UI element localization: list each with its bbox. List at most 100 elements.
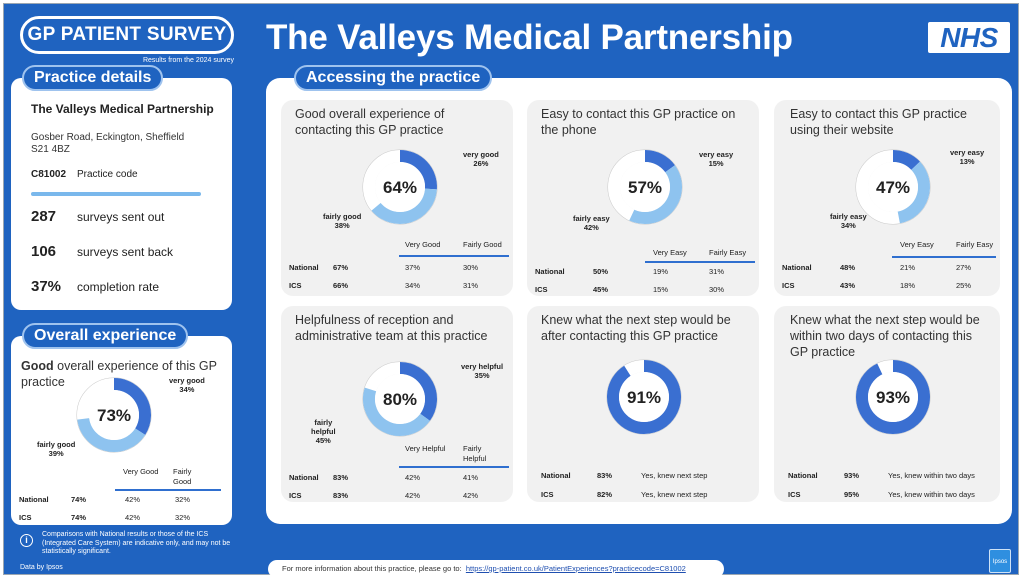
donut-percentage: 73% xyxy=(96,406,132,425)
donut-segment-fairly xyxy=(77,417,146,452)
header-underline xyxy=(645,261,755,263)
annotation-top: very easy 15% xyxy=(699,150,733,168)
header-underline xyxy=(399,466,509,468)
annotation-value: 34% xyxy=(179,385,195,394)
access-card: Helpfulness of reception and administrat… xyxy=(281,306,513,502)
donut-center xyxy=(868,162,918,212)
section-label-overall-experience: Overall experience xyxy=(22,323,189,349)
donut-segment-fairly xyxy=(629,165,682,224)
donut-segment-fairly xyxy=(897,161,930,224)
column-header: Fairly Good xyxy=(173,467,192,486)
row-value: 25% xyxy=(956,281,972,290)
annotation-bottom: fairly easy 42% xyxy=(573,214,610,232)
donut-center xyxy=(375,162,425,212)
row-total: 43% xyxy=(840,281,856,290)
donut-segment-fairly xyxy=(371,188,437,224)
row-value: 30% xyxy=(709,285,725,294)
row-value: 15% xyxy=(653,285,669,294)
practice-code: C81002 xyxy=(31,169,67,180)
row-total: 83% xyxy=(333,473,349,482)
donut-percentage: 93% xyxy=(875,388,911,407)
annotation-value: 35% xyxy=(474,371,490,380)
row-label: National xyxy=(535,267,565,276)
row-total: 83% xyxy=(333,491,349,500)
column-header: Very Good xyxy=(405,240,441,249)
card-title: Easy to contact this GP practice on the … xyxy=(541,107,736,137)
annotation-value: 15% xyxy=(708,159,724,168)
column-header: Fairly Easy xyxy=(709,248,747,257)
report-page: GP PATIENT SURVEY Results from the 2024 … xyxy=(3,3,1019,578)
row-value: 42% xyxy=(405,473,421,482)
row-label: National xyxy=(289,473,319,482)
donut-segment xyxy=(607,360,681,434)
stat-number: 287 xyxy=(31,208,57,225)
column-header: Very Easy xyxy=(900,240,934,249)
donut-percentage: 91% xyxy=(626,388,662,407)
header-underline xyxy=(399,255,509,257)
row-label: National xyxy=(782,263,812,272)
annotation-value: 39% xyxy=(48,449,64,458)
annotation-value: 34% xyxy=(840,221,856,230)
nhs-logo: NHS xyxy=(928,22,1010,53)
donut-segment-very xyxy=(644,150,675,173)
annotation-label: very good xyxy=(463,150,499,159)
practice-address-line2: S21 4BZ xyxy=(31,144,70,155)
overall-card-title: Good overall experience of this GP pract… xyxy=(21,358,221,390)
donut-chart xyxy=(606,359,682,435)
row-label: National xyxy=(289,263,319,272)
annotation-label: fairly xyxy=(314,418,333,427)
column-header: Very Helpful xyxy=(405,444,446,453)
overall-title-rest: overall experience of this GP practice xyxy=(21,359,217,389)
annotation-label: fairly good xyxy=(37,440,76,449)
donut-chart xyxy=(855,149,931,225)
stat-number: 37% xyxy=(31,278,62,295)
row-value: 19% xyxy=(653,267,669,276)
access-card: Knew what the next step would be within … xyxy=(774,306,1000,502)
column-header: Very Good xyxy=(123,467,159,476)
card-title: Easy to contact this GP practice using t… xyxy=(790,107,967,137)
row-value: 31% xyxy=(709,267,725,276)
row-label: ICS xyxy=(782,281,795,290)
donut-percentage: 64% xyxy=(382,178,418,197)
donut-segment-very xyxy=(399,362,437,421)
header-underline xyxy=(115,489,221,491)
access-card: Easy to contact this GP practice on the … xyxy=(527,100,759,296)
row-total: 74% xyxy=(71,495,87,504)
access-card: Knew what the next step would be after c… xyxy=(527,306,759,502)
row-total: 83% xyxy=(597,471,613,480)
row-label: National xyxy=(788,471,818,480)
stat-label: surveys sent back xyxy=(77,245,174,259)
annotation-label: very helpful xyxy=(461,362,504,371)
annotation-label: very easy xyxy=(699,150,734,159)
row-label: National xyxy=(19,495,49,504)
practice-link[interactable]: https://gp-patient.co.uk/PatientExperien… xyxy=(465,564,686,573)
annotation-bottom: fairly helpful 45% xyxy=(311,418,336,445)
annotation-value: 13% xyxy=(959,157,975,166)
row-label: ICS xyxy=(289,491,302,500)
annotation-label: very good xyxy=(169,376,205,385)
access-card: Easy to contact this GP practice using t… xyxy=(774,100,1000,296)
card-title: Knew what the next step would be within … xyxy=(790,313,980,359)
donut-segment xyxy=(856,360,930,434)
row-value: Yes, knew within two days xyxy=(888,490,975,499)
row-total: 82% xyxy=(597,490,613,499)
row-value: 32% xyxy=(175,495,191,504)
row-value: 42% xyxy=(463,491,479,500)
row-value: 41% xyxy=(463,473,479,482)
row-total: 66% xyxy=(333,281,349,290)
overall-experience-panel: Good overall experience of this GP pract… xyxy=(11,336,232,525)
divider xyxy=(31,192,201,196)
row-total: 48% xyxy=(840,263,856,272)
row-label: ICS xyxy=(541,490,554,499)
row-value: 42% xyxy=(125,495,141,504)
row-value: 37% xyxy=(405,263,421,272)
row-label: National xyxy=(541,471,571,480)
header-underline xyxy=(892,256,996,258)
annotation-label: very easy xyxy=(950,148,985,157)
annotation-value: 38% xyxy=(334,221,350,230)
page-title: The Valleys Medical Partnership xyxy=(266,18,793,57)
annotation-bottom: fairly good 38% xyxy=(323,212,361,230)
overall-title-bold: Good xyxy=(21,359,54,373)
practice-name: The Valleys Medical Partnership xyxy=(31,102,214,116)
annotation-top: very easy 13% xyxy=(950,148,984,166)
